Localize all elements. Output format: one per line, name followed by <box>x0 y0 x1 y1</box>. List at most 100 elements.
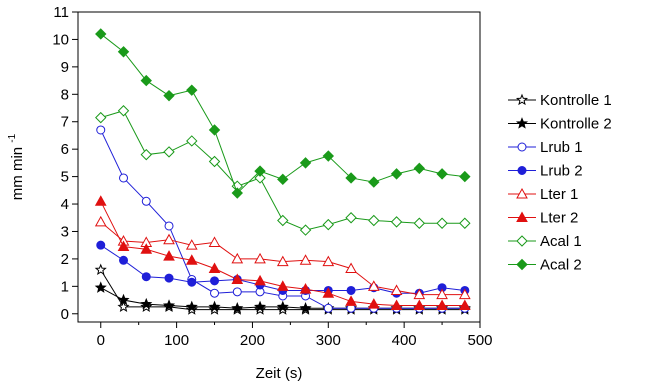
y-tick-label: 8 <box>61 86 69 103</box>
data-point <box>185 300 198 313</box>
legend-label: Lrub 2 <box>540 163 583 180</box>
data-point <box>390 168 403 180</box>
y-axis-title: mm min -1 <box>7 133 26 200</box>
data-point <box>323 303 333 313</box>
data-point <box>231 273 244 284</box>
plot-area <box>77 11 481 323</box>
legend-marker <box>517 142 527 152</box>
data-point <box>413 217 426 229</box>
data-point <box>322 287 335 298</box>
legend-label: Kontrolle 2 <box>540 116 612 133</box>
data-point <box>210 288 220 298</box>
series-lter-1 <box>94 215 471 300</box>
data-point <box>390 216 403 228</box>
data-point <box>390 299 403 311</box>
data-point <box>96 125 106 135</box>
data-point <box>208 262 221 274</box>
data-point <box>458 299 471 311</box>
data-point <box>162 299 176 311</box>
legend-marker <box>515 93 529 106</box>
y-tick-label: 9 <box>61 59 69 76</box>
data-point <box>346 285 356 295</box>
data-point <box>436 299 448 311</box>
data-point <box>299 283 312 294</box>
legend-item: Kontrolle 2 <box>508 116 612 133</box>
y-tick-label: 6 <box>61 141 69 158</box>
x-tick-label: 200 <box>240 332 265 349</box>
data-point <box>141 196 151 206</box>
data-point <box>119 255 129 265</box>
data-point <box>276 255 289 267</box>
y-tick-label: 4 <box>61 196 69 213</box>
data-point <box>276 300 289 313</box>
data-point <box>94 281 107 293</box>
data-point <box>94 263 107 276</box>
data-point <box>141 272 151 282</box>
legend-marker <box>516 235 528 247</box>
data-point <box>459 217 471 229</box>
data-point <box>345 172 357 184</box>
data-point <box>459 170 471 183</box>
legend-item: Acal 1 <box>508 233 582 250</box>
series-line <box>100 33 465 194</box>
data-point <box>117 240 130 252</box>
data-point <box>254 165 266 177</box>
data-point <box>94 195 107 206</box>
data-point <box>368 176 380 188</box>
legend-marker <box>516 187 528 199</box>
y-axis-title-superscript: -1 <box>7 133 18 142</box>
data-point <box>322 150 335 162</box>
y-tick-label: 1 <box>61 278 69 295</box>
data-point <box>96 240 106 250</box>
x-tick-label: 400 <box>392 332 417 349</box>
data-point <box>345 212 357 224</box>
legend-item: Lrub 1 <box>508 139 583 156</box>
data-point <box>254 274 266 286</box>
data-point <box>185 239 198 250</box>
data-point <box>231 301 244 314</box>
data-point <box>436 217 448 229</box>
data-point <box>277 173 289 186</box>
legend-label: Kontrolle 1 <box>540 92 612 109</box>
data-point <box>185 254 198 265</box>
data-point <box>367 280 380 291</box>
data-point <box>164 221 174 231</box>
data-point <box>254 300 267 313</box>
data-point <box>117 105 130 117</box>
data-point <box>186 84 198 96</box>
legend-marker <box>516 211 528 222</box>
x-tick-label: 100 <box>164 332 189 349</box>
data-point <box>367 298 380 309</box>
y-tick-label: 10 <box>52 31 69 48</box>
legend-marker <box>517 166 527 175</box>
data-point <box>140 243 153 254</box>
data-point <box>140 297 153 310</box>
y-axis: 0 1 2 3 4 5 6 7 8 9 10 11 <box>52 4 78 323</box>
data-point <box>458 288 471 300</box>
y-tick-label: 7 <box>61 114 69 131</box>
data-point <box>163 233 175 245</box>
data-point <box>208 300 221 313</box>
data-point <box>276 280 289 291</box>
legend-item: Acal 2 <box>508 257 582 274</box>
legend-item: Lrub 2 <box>508 163 583 180</box>
data-point <box>231 252 244 264</box>
legend: Kontrolle 1 Kontrolle 2 Lrub 1 Lrub 2 Lter 1… <box>508 92 612 274</box>
data-point <box>117 300 130 313</box>
data-point <box>299 157 312 169</box>
data-point <box>436 288 448 300</box>
legend-item: Lter 1 <box>508 186 578 203</box>
data-point <box>231 187 243 199</box>
data-point <box>119 173 129 183</box>
x-tick-label: 0 <box>97 332 105 349</box>
data-point <box>186 135 198 147</box>
legend-marker <box>516 258 528 271</box>
y-tick-label: 3 <box>61 223 69 240</box>
data-point <box>164 273 174 283</box>
data-point <box>345 262 357 274</box>
data-point <box>368 214 380 227</box>
series-lter-2 <box>94 195 471 311</box>
y-tick-label: 2 <box>61 251 69 268</box>
data-point <box>208 124 221 136</box>
